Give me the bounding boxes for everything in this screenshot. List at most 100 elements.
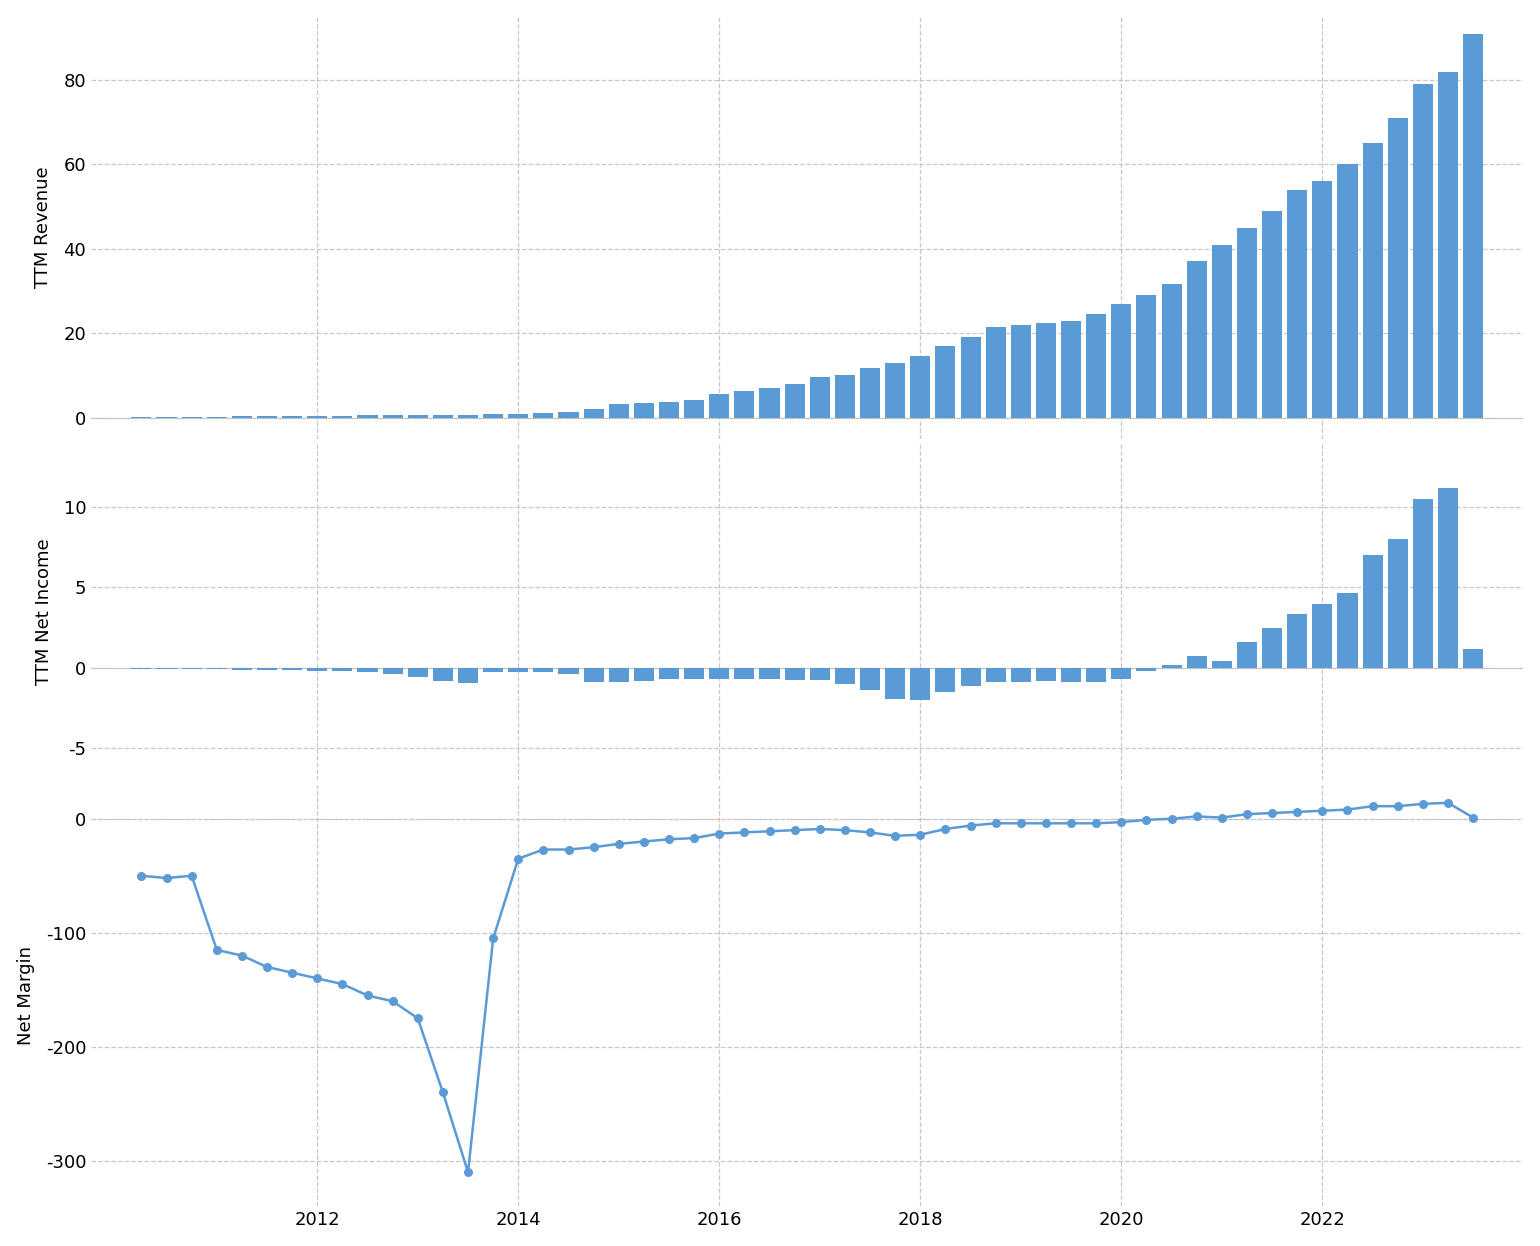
Point xyxy=(581,837,605,857)
Bar xyxy=(1187,262,1207,417)
Point xyxy=(1160,809,1184,829)
Point xyxy=(732,822,756,842)
Bar xyxy=(784,384,805,417)
Point xyxy=(1360,796,1384,816)
Point xyxy=(858,822,882,842)
Bar xyxy=(659,668,679,679)
Bar xyxy=(1412,85,1432,417)
Point xyxy=(909,825,933,845)
Point xyxy=(1335,800,1360,820)
Bar xyxy=(835,375,855,417)
Point xyxy=(179,866,203,886)
Point xyxy=(958,816,983,836)
Bar xyxy=(1337,593,1357,668)
Bar xyxy=(710,394,730,417)
Bar xyxy=(1287,191,1307,417)
Bar xyxy=(1237,642,1257,668)
Point xyxy=(1058,814,1083,834)
Bar xyxy=(382,415,402,417)
Point xyxy=(507,849,531,868)
Point xyxy=(431,1083,456,1103)
Point xyxy=(154,868,179,888)
Bar xyxy=(1237,228,1257,417)
Bar xyxy=(1388,540,1408,668)
Bar xyxy=(885,668,906,699)
Bar xyxy=(282,668,302,670)
Point xyxy=(1009,814,1033,834)
Bar xyxy=(533,668,553,673)
Bar xyxy=(282,416,302,417)
Point xyxy=(330,974,354,994)
Y-axis label: TTM Revenue: TTM Revenue xyxy=(34,167,52,289)
Bar xyxy=(1388,118,1408,417)
Bar xyxy=(333,668,353,672)
Bar xyxy=(659,401,679,417)
Bar xyxy=(1312,181,1332,417)
Point xyxy=(1461,807,1486,827)
Bar xyxy=(859,668,879,690)
Bar xyxy=(735,391,755,417)
Bar xyxy=(408,415,428,417)
Bar xyxy=(408,668,428,677)
Y-axis label: Net Margin: Net Margin xyxy=(17,946,35,1045)
Bar xyxy=(257,416,277,417)
Point xyxy=(1435,792,1460,812)
Point xyxy=(1084,814,1109,834)
Point xyxy=(1209,807,1234,827)
Bar xyxy=(910,668,930,700)
Bar xyxy=(810,378,830,417)
Point xyxy=(254,957,279,977)
Bar xyxy=(1438,487,1458,668)
Bar xyxy=(759,388,779,417)
Bar xyxy=(608,404,628,417)
Bar xyxy=(784,668,805,680)
Bar xyxy=(1086,668,1106,682)
Bar xyxy=(1261,211,1283,417)
Bar xyxy=(333,416,353,417)
Bar xyxy=(1438,71,1458,417)
Bar xyxy=(835,668,855,684)
Bar xyxy=(1161,284,1181,417)
Bar xyxy=(1312,603,1332,668)
Bar xyxy=(1463,34,1483,417)
Bar xyxy=(1363,143,1383,417)
Bar xyxy=(306,668,328,670)
Bar xyxy=(961,668,981,685)
Point xyxy=(807,819,832,839)
Point xyxy=(1260,804,1284,824)
Bar xyxy=(634,402,654,417)
Point xyxy=(1411,794,1435,814)
Bar xyxy=(634,668,654,680)
Bar xyxy=(1112,304,1132,417)
Bar xyxy=(608,668,628,682)
Point xyxy=(405,1008,430,1028)
Point xyxy=(1133,810,1158,830)
Point xyxy=(682,829,707,849)
Bar xyxy=(1036,323,1056,417)
Point xyxy=(229,946,254,966)
Point xyxy=(456,1163,480,1182)
Bar xyxy=(584,668,604,682)
Bar xyxy=(206,668,226,669)
Bar xyxy=(1187,657,1207,668)
Bar xyxy=(735,668,755,679)
Bar xyxy=(357,415,377,417)
Bar xyxy=(484,668,504,673)
Bar xyxy=(1010,325,1030,417)
Point xyxy=(833,820,858,840)
Bar xyxy=(1137,295,1157,417)
Bar xyxy=(1061,321,1081,417)
Bar xyxy=(759,668,779,679)
Point xyxy=(1033,814,1058,834)
Point xyxy=(305,968,330,988)
Point xyxy=(1284,802,1309,822)
Y-axis label: TTM Net Income: TTM Net Income xyxy=(34,538,52,685)
Point xyxy=(1311,801,1335,821)
Point xyxy=(531,840,556,860)
Bar xyxy=(584,409,604,417)
Point xyxy=(556,840,581,860)
Bar xyxy=(457,668,477,683)
Bar xyxy=(684,400,704,417)
Point xyxy=(1386,796,1411,816)
Bar xyxy=(935,668,955,692)
